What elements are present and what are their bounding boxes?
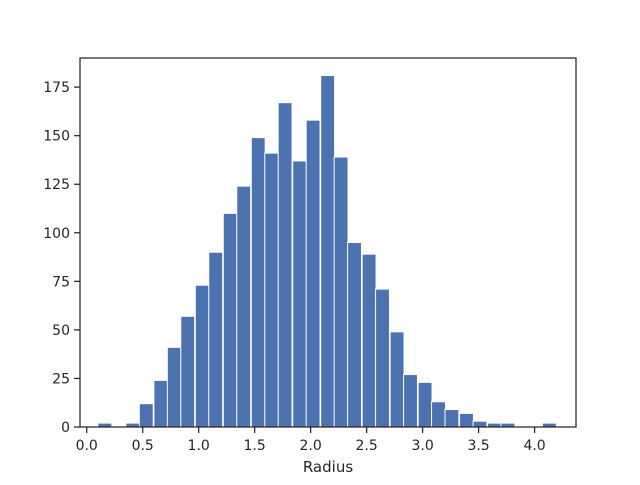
x-tick-label: 2.0 — [300, 438, 322, 454]
histogram-bar — [292, 160, 308, 428]
histogram-bar — [444, 409, 460, 428]
histogram-bar — [208, 251, 224, 428]
histogram-bar — [333, 156, 349, 428]
histogram-bar — [153, 379, 169, 428]
y-axis-ticks: 0 25 50 75 100 125 150 175 — [43, 80, 80, 436]
y-tick-label: 150 — [43, 129, 70, 145]
histogram-bar — [389, 331, 405, 428]
x-axis-label: Radius — [303, 458, 353, 476]
histogram-bar — [417, 381, 433, 428]
histogram-bar — [264, 152, 280, 428]
histogram-bar — [472, 420, 488, 428]
x-tick-label: 0.5 — [132, 438, 154, 454]
x-tick-label: 0.0 — [76, 438, 98, 454]
histogram-bar — [305, 119, 321, 428]
histogram-bar — [459, 412, 474, 428]
histogram-bar — [277, 102, 293, 428]
x-tick-label: 3.0 — [411, 438, 433, 454]
y-tick-label: 100 — [43, 226, 70, 242]
histogram-bar — [347, 242, 362, 428]
y-tick-label: 125 — [43, 177, 70, 193]
histogram-bar — [361, 253, 377, 428]
histogram-bar — [403, 374, 418, 428]
histogram-bar — [194, 284, 210, 428]
histogram-bar — [320, 74, 336, 428]
histogram-bar — [375, 288, 390, 428]
x-axis-ticks: 0.0 0.5 1.0 1.5 2.0 2.5 3.0 3.5 4.0 — [76, 427, 546, 454]
y-tick-label: 50 — [52, 323, 70, 339]
histogram-bar — [431, 401, 446, 428]
y-tick-label: 75 — [52, 274, 70, 290]
histogram-bar — [250, 137, 266, 428]
x-tick-label: 2.5 — [355, 438, 377, 454]
histogram-bar — [222, 212, 238, 428]
histogram-bar — [236, 185, 252, 428]
histogram-bar — [166, 346, 182, 428]
histogram-bar — [138, 403, 154, 428]
y-tick-label: 0 — [61, 420, 70, 436]
bars-group — [97, 74, 557, 428]
plot-frame — [79, 57, 577, 428]
histogram-bar — [180, 315, 196, 428]
y-tick-label: 25 — [52, 371, 70, 387]
x-tick-label: 1.5 — [244, 438, 266, 454]
x-tick-label: 1.0 — [188, 438, 210, 454]
x-tick-label: 4.0 — [523, 438, 545, 454]
y-tick-label: 175 — [43, 80, 70, 96]
x-tick-label: 3.5 — [467, 438, 489, 454]
